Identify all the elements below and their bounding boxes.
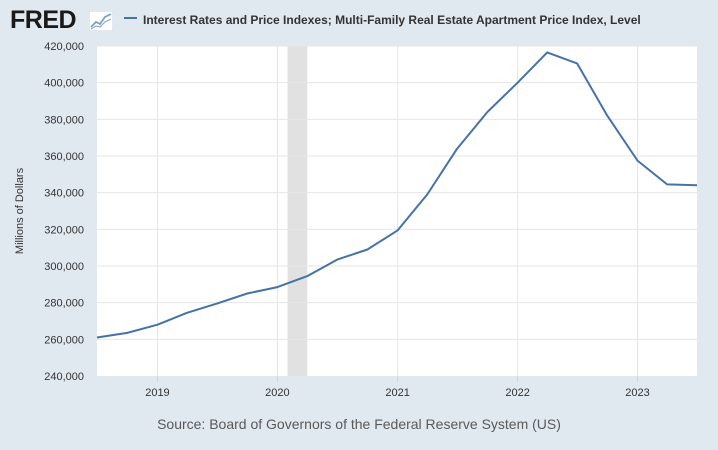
fred-logo[interactable]: FRED <box>10 6 120 34</box>
legend-swatch <box>124 16 137 19</box>
y-tick-label: 240,000 <box>44 371 84 383</box>
legend-label: Interest Rates and Price Indexes; Multi-… <box>143 13 641 27</box>
y-tick-label: 320,000 <box>44 224 84 236</box>
chart-legend: Interest Rates and Price Indexes; Multi-… <box>124 11 641 29</box>
line-chart-icon <box>89 11 113 31</box>
recession-band <box>287 46 308 376</box>
plot-area <box>97 46 697 376</box>
chart-header: FRED Interest Rates and Price Indexes; M… <box>0 0 718 40</box>
fred-logo-text: FRED <box>10 6 77 34</box>
y-tick-label: 300,000 <box>44 261 84 273</box>
x-axis-ticks: 2019 2020 2021 2022 2023 <box>145 376 650 399</box>
series-line <box>96 51 698 339</box>
y-tick-label: 400,000 <box>44 78 84 90</box>
source-note: Source: Board of Governors of the Federa… <box>157 416 561 432</box>
line-chart: 240,000 260,000 280,000 300,000 320,000 340,0… <box>14 41 698 399</box>
x-tick-label: 2022 <box>505 387 529 399</box>
y-tick-label: 340,000 <box>44 188 84 200</box>
x-tick-label: 2020 <box>265 387 289 399</box>
y-tick-label: 380,000 <box>44 114 84 126</box>
y-tick-label: 280,000 <box>44 298 84 310</box>
x-tick-label: 2023 <box>625 387 649 399</box>
y-tick-label: 260,000 <box>44 334 84 346</box>
y-tick-label: 360,000 <box>44 151 84 163</box>
y-tick-label: 420,000 <box>44 41 84 53</box>
gridlines <box>97 45 697 376</box>
x-tick-label: 2021 <box>385 387 409 399</box>
y-axis-ticks: 240,000 260,000 280,000 300,000 320,000 340,0… <box>44 41 84 383</box>
recession-shading <box>287 46 308 376</box>
x-tick-label: 2019 <box>145 387 169 399</box>
y-axis-label: Millions of Dollars <box>14 167 26 254</box>
series-layer <box>96 51 698 339</box>
